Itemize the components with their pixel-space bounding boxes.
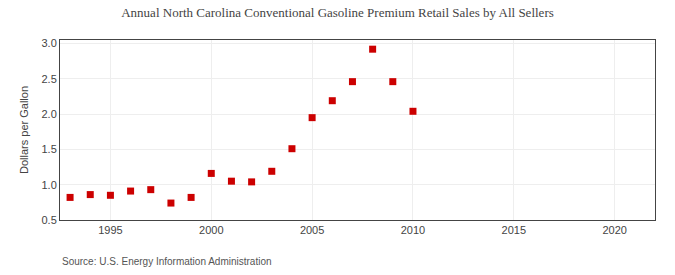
svg-text:2.0: 2.0: [42, 108, 57, 120]
svg-text:Dollars per Gallon: Dollars per Gallon: [18, 86, 30, 174]
svg-text:2010: 2010: [401, 224, 425, 236]
svg-text:Annual North Carolina Conventi: Annual North Carolina Conventional Gasol…: [121, 5, 554, 20]
svg-text:1.5: 1.5: [42, 143, 57, 155]
svg-text:2015: 2015: [502, 224, 526, 236]
svg-text:2000: 2000: [199, 224, 223, 236]
svg-text:3.0: 3.0: [42, 37, 57, 49]
svg-text:2005: 2005: [300, 224, 324, 236]
svg-text:1995: 1995: [98, 224, 122, 236]
svg-text:0.5: 0.5: [42, 214, 57, 226]
svg-text:Source: U.S. Energy Informatio: Source: U.S. Energy Information Administ…: [62, 256, 272, 267]
svg-text:2020: 2020: [602, 224, 626, 236]
svg-text:2.5: 2.5: [42, 73, 57, 85]
svg-text:1.0: 1.0: [42, 179, 57, 191]
